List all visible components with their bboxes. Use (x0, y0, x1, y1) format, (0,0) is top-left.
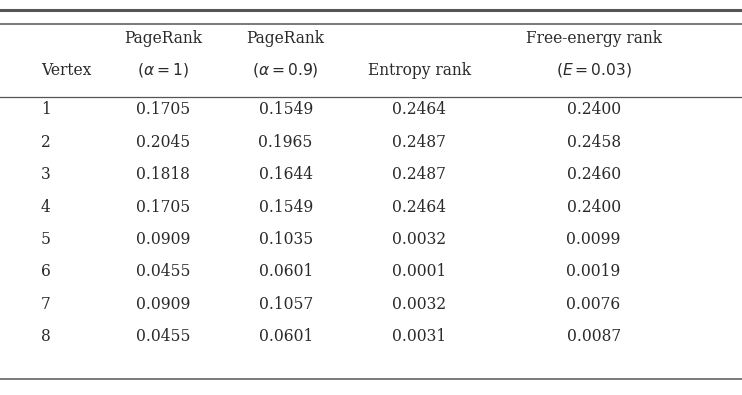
Text: 0.2464: 0.2464 (393, 102, 446, 118)
Text: $(\alpha = 0.9)$: $(\alpha = 0.9)$ (252, 61, 319, 79)
Text: 0.1057: 0.1057 (258, 296, 313, 313)
Text: 3: 3 (41, 166, 50, 183)
Text: 0.0909: 0.0909 (136, 296, 191, 313)
Text: 0.0455: 0.0455 (136, 263, 191, 280)
Text: Free-energy rank: Free-energy rank (525, 30, 662, 47)
Text: 0.1549: 0.1549 (258, 199, 313, 216)
Text: 5: 5 (41, 231, 50, 248)
Text: 0.0031: 0.0031 (393, 328, 446, 345)
Text: 4: 4 (41, 199, 50, 216)
Text: 0.0019: 0.0019 (566, 263, 621, 280)
Text: PageRank: PageRank (124, 30, 203, 47)
Text: 0.2460: 0.2460 (567, 166, 620, 183)
Text: 2: 2 (41, 134, 50, 151)
Text: 0.2400: 0.2400 (567, 102, 620, 118)
Text: 8: 8 (41, 328, 50, 345)
Text: 7: 7 (41, 296, 50, 313)
Text: 0.0032: 0.0032 (393, 296, 446, 313)
Text: 0.1705: 0.1705 (136, 102, 191, 118)
Text: 0.0076: 0.0076 (566, 296, 621, 313)
Text: 1: 1 (41, 102, 50, 118)
Text: 0.0087: 0.0087 (567, 328, 620, 345)
Text: 0.2464: 0.2464 (393, 199, 446, 216)
Text: $(E = 0.03)$: $(E = 0.03)$ (556, 61, 631, 79)
Text: 0.2045: 0.2045 (136, 134, 191, 151)
Text: 0.1818: 0.1818 (137, 166, 190, 183)
Text: 6: 6 (41, 263, 50, 280)
Text: 0.0909: 0.0909 (136, 231, 191, 248)
Text: 0.1035: 0.1035 (258, 231, 313, 248)
Text: 0.0455: 0.0455 (136, 328, 191, 345)
Text: 0.0601: 0.0601 (258, 263, 313, 280)
Text: 0.1705: 0.1705 (136, 199, 191, 216)
Text: 0.0032: 0.0032 (393, 231, 446, 248)
Text: 0.0099: 0.0099 (566, 231, 621, 248)
Text: 0.1965: 0.1965 (258, 134, 313, 151)
Text: 0.2400: 0.2400 (567, 199, 620, 216)
Text: $(\alpha = 1)$: $(\alpha = 1)$ (137, 61, 189, 79)
Text: Vertex: Vertex (41, 62, 91, 79)
Text: 0.1549: 0.1549 (258, 102, 313, 118)
Text: 0.0601: 0.0601 (258, 328, 313, 345)
Text: 0.2458: 0.2458 (567, 134, 620, 151)
Text: Entropy rank: Entropy rank (368, 62, 470, 79)
Text: 0.0001: 0.0001 (392, 263, 447, 280)
Text: 0.1644: 0.1644 (259, 166, 312, 183)
Text: 0.2487: 0.2487 (393, 166, 446, 183)
Text: PageRank: PageRank (246, 30, 325, 47)
Text: 0.2487: 0.2487 (393, 134, 446, 151)
